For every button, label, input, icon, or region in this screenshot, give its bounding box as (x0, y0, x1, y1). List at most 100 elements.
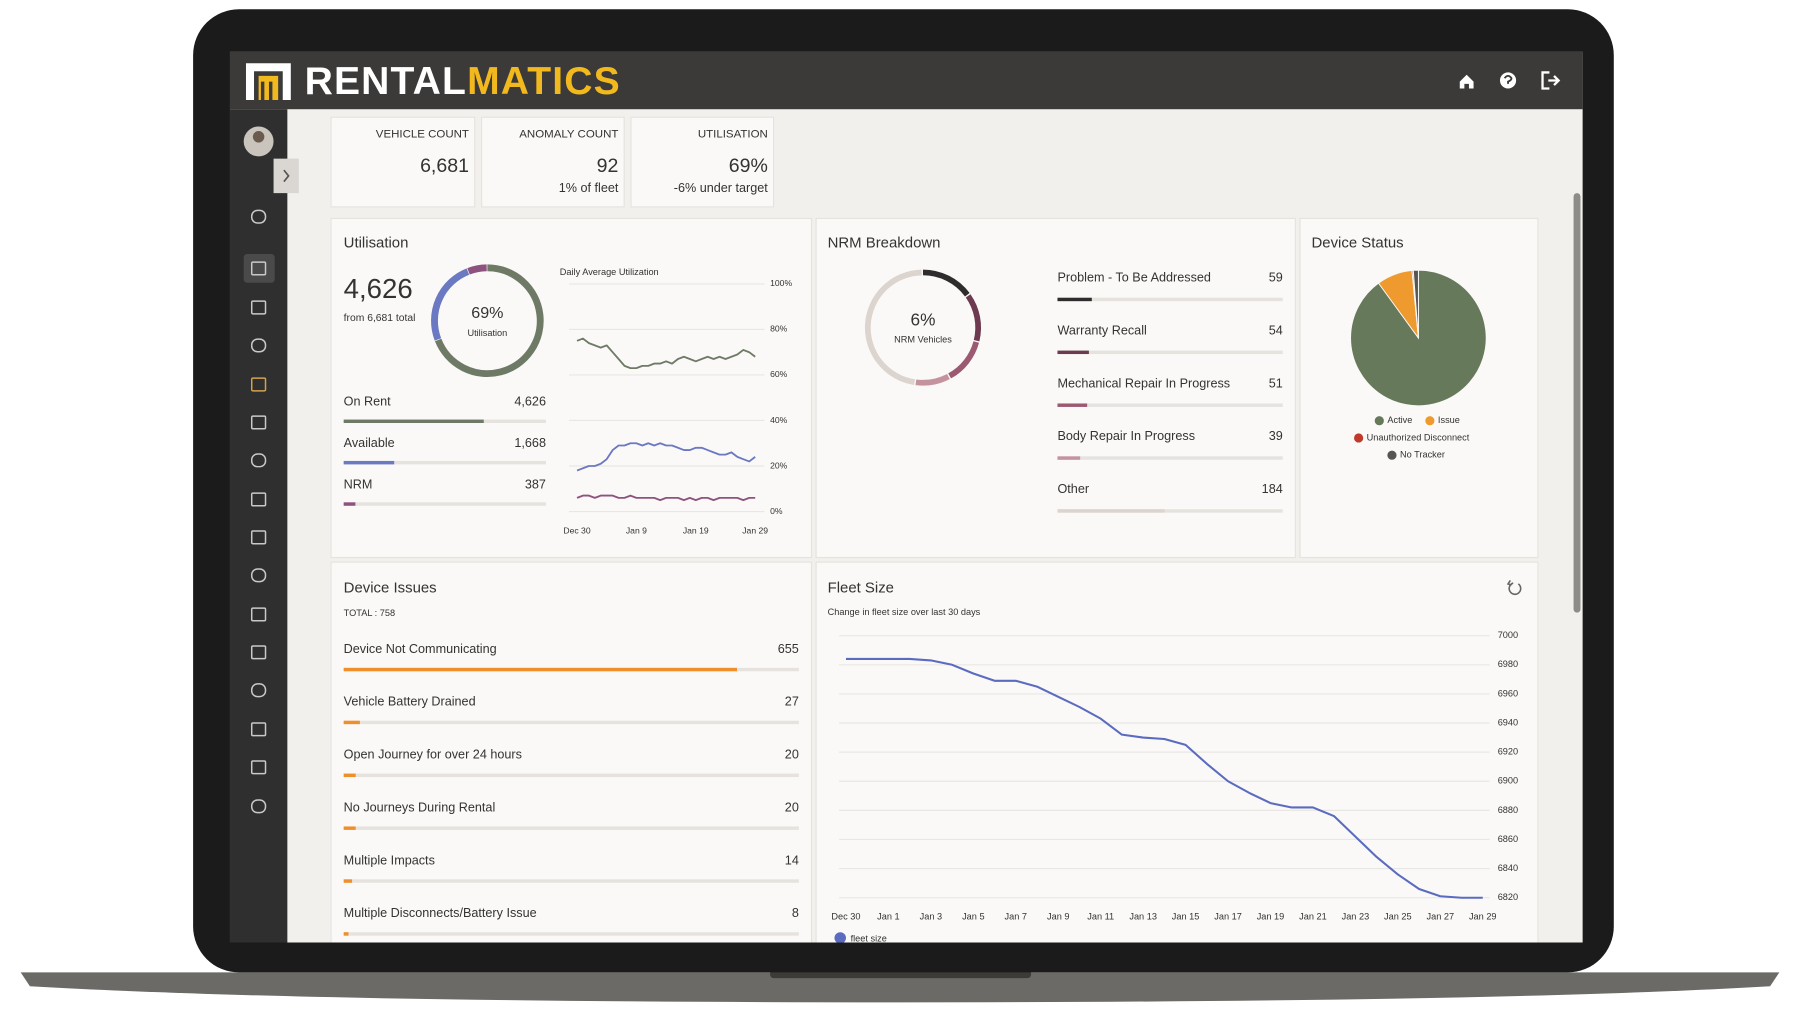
bar-track (1057, 403, 1283, 407)
sidebar-icon[interactable] (250, 209, 267, 224)
card-title: Utilisation (344, 235, 409, 252)
sidebar (229, 109, 288, 943)
x-tick-label: Jan 15 (1172, 912, 1200, 922)
bar (343, 667, 737, 672)
donut-segment (864, 269, 922, 385)
header-bar (229, 51, 1583, 110)
row-label: Available (344, 436, 395, 450)
card (481, 116, 625, 208)
sidebar-icon[interactable] (250, 645, 267, 660)
card (815, 217, 1296, 559)
sidebar-icon[interactable] (250, 415, 267, 430)
y-tick-label: 6900 (1498, 776, 1518, 786)
sidebar-icon[interactable] (250, 683, 267, 698)
item-label: Other (1057, 482, 1089, 496)
card (330, 217, 813, 559)
sidebar-active (243, 254, 275, 283)
scrollbar[interactable] (1573, 193, 1581, 613)
item-value: 51 (1269, 376, 1283, 390)
x-tick-label: Jan 21 (1299, 912, 1327, 922)
total-label: TOTAL : 758 (344, 608, 395, 618)
sidebar-icon[interactable] (250, 799, 267, 814)
item-label: Multiple Impacts (344, 853, 435, 867)
card-title: Fleet Size (828, 579, 894, 596)
item-value: 59 (1269, 271, 1283, 285)
x-tick-label: Jan 13 (1129, 912, 1157, 922)
y-tick-label: 6860 (1498, 834, 1518, 844)
card (330, 116, 476, 208)
sidebar-icon[interactable] (250, 338, 267, 353)
logout-icon[interactable] (1541, 71, 1561, 90)
kpi-label: VEHICLE COUNT (376, 129, 469, 141)
expand-tab[interactable] (273, 158, 299, 194)
donut-segment (434, 264, 544, 377)
sidebar-icon[interactable] (250, 377, 267, 392)
bar (1057, 350, 1089, 355)
y-tick-label: 6980 (1498, 659, 1518, 669)
chart-title: Daily Average Utilization (560, 267, 659, 277)
kpi-value: 6,681 (420, 155, 469, 177)
x-tick-label: Jan 5 (962, 912, 984, 922)
card (330, 561, 813, 943)
bar (1057, 297, 1092, 302)
bar (343, 460, 395, 465)
item-label: Body Repair In Progress (1057, 429, 1195, 443)
sidebar-icon[interactable] (250, 722, 267, 737)
brand: RENTALMATICS (305, 60, 621, 103)
sidebar-icon[interactable] (250, 453, 267, 468)
bar (343, 720, 360, 725)
bar-track (1057, 297, 1283, 302)
bar (343, 419, 484, 424)
card-title: NRM Breakdown (828, 235, 941, 252)
home-icon[interactable] (1459, 74, 1474, 89)
y-tick-label: 0% (770, 506, 783, 516)
y-tick-label: 80% (770, 324, 788, 334)
item-label: Device Not Communicating (344, 642, 497, 656)
x-tick-label: Jan 9 (1047, 912, 1069, 922)
item-value: 27 (785, 695, 799, 709)
row-label: NRM (344, 477, 373, 491)
sidebar-icon[interactable] (250, 530, 267, 545)
legend-label: Active (1387, 415, 1412, 425)
headline: 4,626 (344, 273, 413, 304)
card-title: Device Status (1311, 235, 1403, 252)
y-tick-label: 6920 (1498, 747, 1518, 757)
donut-segment (948, 341, 980, 379)
sidebar-icon[interactable] (250, 492, 267, 507)
x-tick-label: Jan 1 (877, 912, 899, 922)
bar-track (1057, 350, 1283, 355)
bar-track (343, 826, 799, 830)
item-value: 20 (785, 748, 799, 762)
item-label: Mechanical Repair In Progress (1057, 376, 1230, 390)
bar-track (343, 773, 799, 778)
sidebar-icon[interactable] (250, 300, 267, 315)
item-label: No Journeys During Rental (344, 800, 496, 814)
bar (343, 502, 356, 506)
legend-swatch (1374, 416, 1384, 426)
sidebar-icon[interactable] (250, 261, 267, 276)
line-series (576, 494, 756, 502)
bar (343, 932, 349, 936)
item-label: Vehicle Battery Drained (344, 695, 476, 709)
y-tick-label: 7000 (1498, 630, 1518, 640)
bar-track (1057, 509, 1283, 513)
sidebar-icon[interactable] (250, 568, 267, 583)
sidebar-icon[interactable] (250, 607, 267, 622)
help-icon[interactable] (1500, 72, 1517, 89)
x-tick-label: Jan 7 (1005, 912, 1027, 922)
x-tick-label: Jan 3 (920, 912, 942, 922)
item-value: 14 (785, 853, 799, 867)
y-tick-label: 6940 (1498, 717, 1518, 727)
legend-label: No Tracker (1400, 450, 1445, 460)
y-tick-label: 6840 (1498, 863, 1518, 873)
refresh-icon[interactable] (1506, 580, 1522, 596)
help-glyph (1503, 74, 1513, 84)
item-label: Multiple Disconnects/Battery Issue (344, 906, 537, 920)
item-value: 655 (778, 642, 799, 656)
total-note: from 6,681 total (344, 313, 416, 324)
row-value: 387 (525, 477, 546, 491)
kpi-value: 69% (729, 155, 768, 177)
sidebar-icon[interactable] (250, 760, 267, 775)
card-subtitle: Change in fleet size over last 30 days (828, 607, 981, 617)
